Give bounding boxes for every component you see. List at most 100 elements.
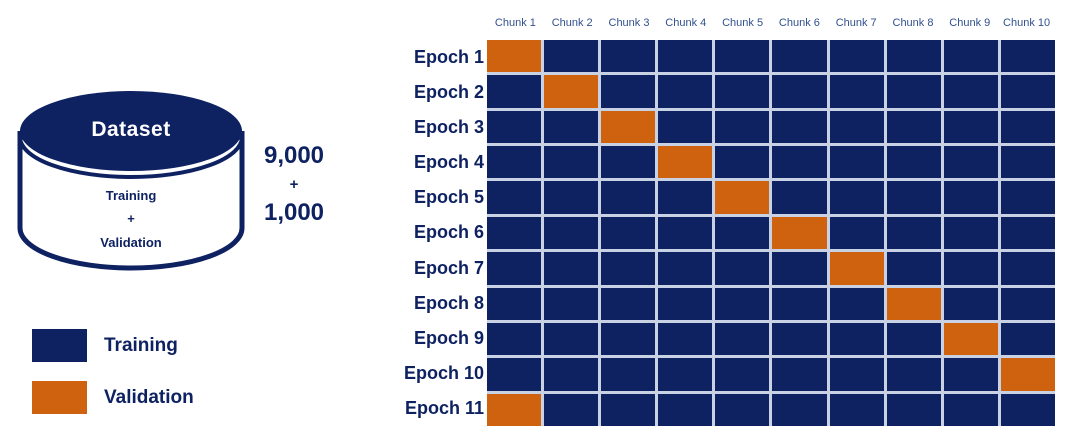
training-cell	[829, 181, 884, 214]
epoch-row-label: Epoch 1	[413, 47, 484, 68]
training-cell	[1000, 40, 1055, 73]
training-cell	[943, 216, 998, 250]
training-cell	[772, 252, 827, 285]
training-cell	[601, 393, 656, 426]
chunk-column-label: Chunk 5	[722, 17, 764, 29]
dataset-cylinder	[17, 91, 245, 271]
epoch-row-label: Epoch 4	[413, 152, 484, 173]
training-cell	[829, 40, 884, 73]
chunk-column-label: Chunk 7	[835, 17, 877, 29]
training-cell	[658, 75, 713, 108]
training-cell	[487, 358, 542, 391]
training-cell	[943, 252, 998, 285]
training-cell	[601, 40, 656, 73]
chunk-column-label: Chunk 3	[608, 17, 650, 29]
dataset-label: Dataset	[91, 118, 171, 141]
training-cell	[487, 287, 542, 320]
training-cell	[487, 181, 542, 214]
training-cell	[544, 146, 599, 179]
training-cell	[658, 287, 713, 320]
training-cell	[772, 287, 827, 320]
training-cell	[715, 393, 770, 426]
training-cell	[943, 40, 998, 73]
training-cell	[886, 40, 941, 73]
training-cell	[715, 216, 770, 250]
training-cell	[487, 75, 542, 108]
validation-cell	[829, 252, 884, 285]
training-cell	[544, 181, 599, 214]
training-cell	[1000, 110, 1055, 144]
epoch-row-label: Epoch 11	[404, 397, 484, 418]
training-cell	[544, 110, 599, 144]
training-cell	[544, 287, 599, 320]
training-cell	[886, 110, 941, 144]
training-cell	[658, 40, 713, 73]
training-cell	[886, 216, 941, 250]
legend-swatch	[32, 381, 87, 414]
training-cell	[544, 358, 599, 391]
training-cell	[886, 181, 941, 214]
training-cell	[1000, 146, 1055, 179]
training-cell	[715, 146, 770, 179]
epoch-row-label: Epoch 5	[413, 187, 484, 208]
training-cell	[487, 216, 542, 250]
sample-counts: 9,000 + 1,000	[248, 143, 340, 226]
validation-cell	[601, 110, 656, 144]
training-cell	[829, 146, 884, 179]
training-cell	[601, 216, 656, 250]
training-cell	[601, 252, 656, 285]
epoch-row-label: Epoch 8	[413, 292, 484, 313]
training-cell	[601, 287, 656, 320]
training-cell	[1000, 322, 1055, 356]
epoch-chunk-grid	[487, 40, 1055, 426]
chunk-column-label: Chunk 6	[778, 17, 820, 29]
training-cell	[772, 110, 827, 144]
training-cell	[601, 322, 656, 356]
legend-label: Training	[104, 334, 178, 356]
training-cell	[658, 358, 713, 391]
training-cell	[943, 181, 998, 214]
cylinder-plus-label: +	[127, 211, 135, 226]
training-cell	[601, 75, 656, 108]
training-cell	[544, 216, 599, 250]
chunk-column-label: Chunk 2	[551, 17, 593, 29]
training-cell	[943, 75, 998, 108]
cylinder-rim	[18, 136, 244, 179]
validation-cell	[487, 40, 542, 73]
legend-item: Training	[32, 329, 194, 362]
training-cell	[829, 216, 884, 250]
training-cell	[544, 322, 599, 356]
training-cell	[544, 40, 599, 73]
cylinder-top-ellipse	[20, 91, 242, 171]
training-cell	[829, 287, 884, 320]
training-cell	[772, 75, 827, 108]
validation-cell	[487, 393, 542, 426]
training-cell	[943, 358, 998, 391]
training-cell	[1000, 181, 1055, 214]
cylinder-validation-label: Validation	[100, 235, 162, 250]
training-cell	[658, 322, 713, 356]
training-cell	[715, 110, 770, 144]
training-cell	[715, 322, 770, 356]
training-cell	[772, 358, 827, 391]
legend-label: Validation	[104, 386, 194, 408]
chunk-header-row: Chunk 1 Chunk 2 Chunk 3 Chunk 4 Chunk 5 Chunk…	[487, 17, 1055, 33]
training-cell	[544, 393, 599, 426]
training-cell	[715, 40, 770, 73]
validation-cell	[943, 322, 998, 356]
epoch-row-label: Epoch 10	[403, 362, 484, 383]
validation-cell	[772, 216, 827, 250]
legend-swatch	[32, 329, 87, 362]
training-cell	[886, 75, 941, 108]
training-cell	[658, 216, 713, 250]
training-cell	[601, 181, 656, 214]
training-cell	[487, 146, 542, 179]
validation-cell	[886, 287, 941, 320]
training-cell	[1000, 393, 1055, 426]
training-cell	[601, 358, 656, 391]
validation-cell	[1000, 358, 1055, 391]
validation-cell	[715, 181, 770, 214]
training-cell	[943, 146, 998, 179]
training-cell	[772, 181, 827, 214]
